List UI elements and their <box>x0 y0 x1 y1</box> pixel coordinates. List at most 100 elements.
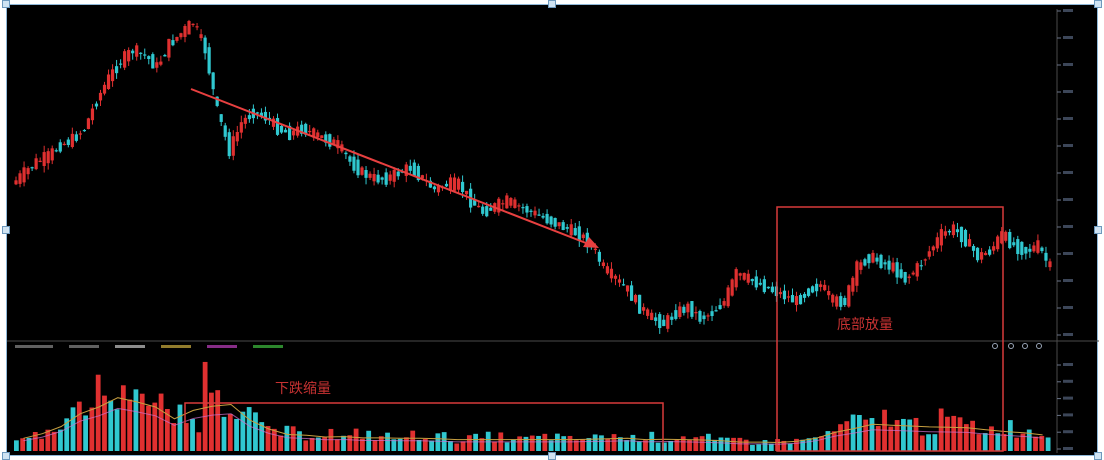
candle-up <box>951 224 956 236</box>
candle-down <box>1040 247 1044 252</box>
candle-down <box>815 283 819 292</box>
candle-down <box>947 230 952 233</box>
candle-up <box>292 130 296 136</box>
volume-bar-up <box>957 417 963 451</box>
candle-down <box>750 278 754 282</box>
volume-bar-up <box>919 435 925 451</box>
candle-up <box>360 167 364 175</box>
candle-up <box>191 23 195 26</box>
candle-down <box>806 288 811 296</box>
volume-bar-down <box>253 412 258 451</box>
volume-bar-up <box>567 435 573 451</box>
volume-bar-down <box>26 437 32 451</box>
resize-handle-bottom-right[interactable] <box>1094 452 1102 460</box>
volume-bar-down <box>504 442 510 451</box>
candlestick-chart: 下跌缩量 底部放量 <box>7 9 1099 453</box>
candle-down <box>597 251 601 262</box>
volume-bar-up <box>158 393 164 451</box>
candle-up <box>98 92 103 101</box>
candle-down <box>537 214 541 216</box>
candle-down <box>215 96 219 106</box>
candle-up <box>569 224 573 236</box>
candle-up <box>155 62 159 68</box>
volume-bar-down <box>246 407 252 451</box>
candle-down <box>899 269 903 278</box>
bottom-volume-label: 底部放量 <box>837 317 893 333</box>
resize-handle-left[interactable] <box>2 226 10 234</box>
candle-down <box>658 314 662 328</box>
resize-handle-right[interactable] <box>1094 226 1102 234</box>
volume-bar-down <box>14 440 19 451</box>
resize-handle-bottom[interactable] <box>548 452 556 460</box>
candle-up <box>650 312 654 320</box>
candle-down <box>714 310 718 312</box>
volume-bar-up <box>938 408 944 451</box>
volume-bar-up <box>680 436 686 451</box>
volume-bar-up <box>466 435 472 451</box>
volume-bar-down <box>64 418 70 451</box>
candle-up <box>706 315 710 317</box>
candle-up <box>271 118 276 127</box>
candle-up <box>497 198 501 213</box>
candle-up <box>923 259 927 261</box>
panel-control-icon <box>1036 343 1042 349</box>
resize-handle-top[interactable] <box>548 0 556 8</box>
candle-up <box>613 275 618 279</box>
volume-bar-up <box>422 439 428 451</box>
candle-up <box>195 26 199 28</box>
candle-down <box>376 174 380 183</box>
volume-bar-up <box>404 437 409 451</box>
candle-up <box>855 261 859 286</box>
candle-up <box>106 74 111 90</box>
resize-handle-bottom-left[interactable] <box>2 452 10 460</box>
candle-down <box>895 262 899 278</box>
candle-up <box>78 133 82 135</box>
candle-down <box>432 186 437 190</box>
volume-bar-up <box>781 440 787 451</box>
candle-down <box>863 259 867 266</box>
candle-down <box>114 66 119 74</box>
candle-up <box>123 51 127 68</box>
volume-shrink-box <box>184 402 664 451</box>
candle-up <box>22 167 26 183</box>
volume-bar-up <box>1001 434 1007 451</box>
volume-bar-down <box>932 434 938 451</box>
candle-down <box>802 293 807 298</box>
volume-bar-down <box>561 436 567 451</box>
candle-up <box>420 175 424 179</box>
volume-bar-down <box>592 434 598 451</box>
volume-bar-down <box>630 434 636 451</box>
candle-up <box>448 177 453 191</box>
candle-up <box>742 272 746 280</box>
candle-up <box>794 296 799 306</box>
candle-up <box>320 135 324 139</box>
candle-down <box>207 47 211 74</box>
volume-bar-up <box>278 435 284 451</box>
volume-bar-down <box>108 400 114 451</box>
volume-bar-down <box>416 439 422 451</box>
resize-handle-top-right[interactable] <box>1094 0 1102 8</box>
candle-down <box>412 162 416 177</box>
candle-down <box>147 56 151 59</box>
candle-down <box>1024 247 1028 254</box>
candle-up <box>86 118 91 129</box>
volume-bar-down <box>523 436 529 451</box>
volume-bar-down <box>806 438 812 451</box>
resize-handle-top-left[interactable] <box>2 0 10 8</box>
candle-down <box>782 290 787 300</box>
candle-up <box>14 180 18 185</box>
candle-down <box>762 279 766 293</box>
volume-bar-up <box>794 438 799 451</box>
candle-down <box>698 311 702 322</box>
price-tick-label <box>1063 306 1073 309</box>
volume-bar-up <box>687 439 692 451</box>
candle-down <box>131 50 135 54</box>
price-tick-label <box>1063 144 1073 147</box>
volume-bar-up <box>76 401 82 451</box>
candle-up <box>183 26 187 37</box>
price-tick-label <box>1063 90 1073 93</box>
volume-bar-up <box>643 440 648 451</box>
candle-down <box>428 180 433 188</box>
volume-bar-down <box>133 389 139 451</box>
volume-bar-down <box>391 439 397 451</box>
